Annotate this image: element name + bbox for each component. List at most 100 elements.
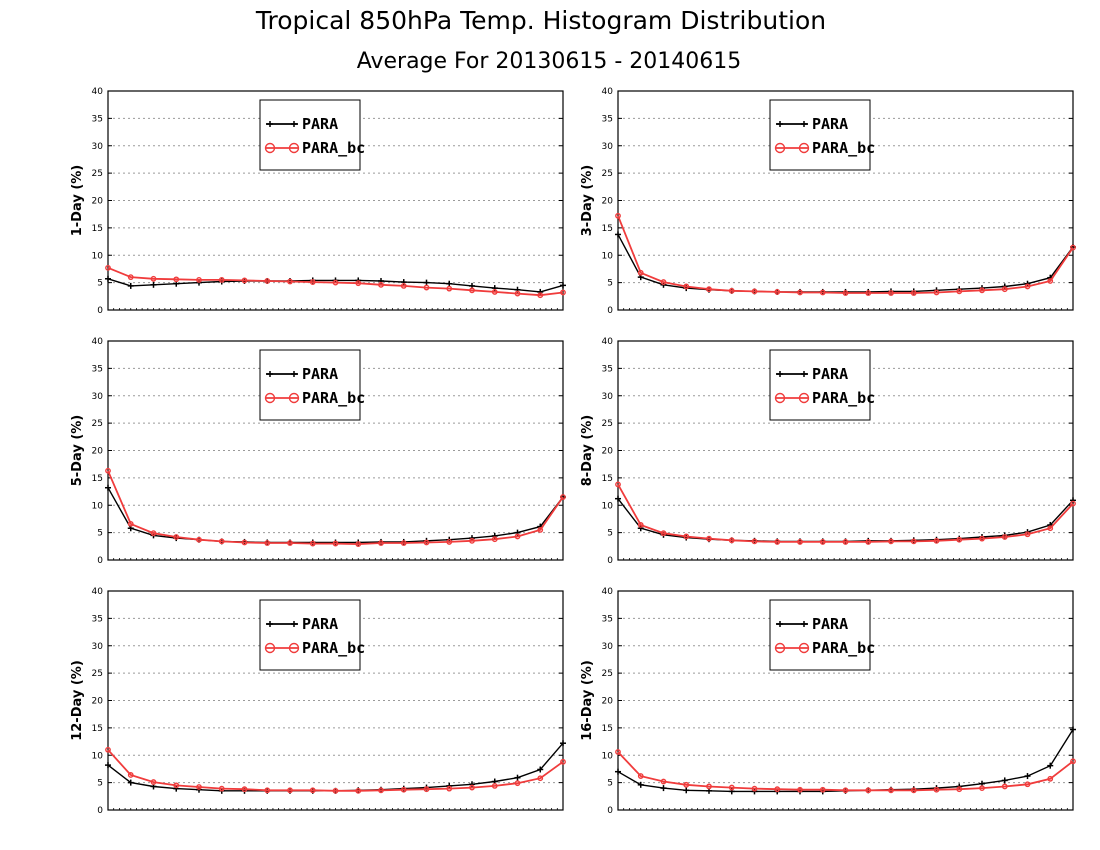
data-point — [751, 288, 758, 295]
y-tick-label: 5 — [607, 779, 613, 789]
data-point — [1047, 525, 1054, 532]
legend-item-para: PARA — [266, 365, 338, 383]
legend-label: PARA_bc — [812, 639, 875, 657]
legend-marker — [288, 142, 300, 154]
data-point — [660, 785, 667, 792]
y-tick-label: 40 — [92, 337, 104, 347]
y-tick-label: 30 — [92, 392, 104, 402]
y-tick-label: 25 — [92, 169, 103, 179]
data-point — [537, 292, 544, 299]
legend-box — [259, 99, 361, 171]
data-point — [355, 541, 362, 548]
data-point — [819, 786, 826, 793]
legend-marker — [288, 392, 300, 404]
data-point — [774, 786, 781, 793]
legend-marker — [774, 392, 786, 404]
y-tick-label: 5 — [607, 279, 613, 289]
legend-marker — [264, 142, 276, 154]
data-point — [423, 786, 430, 793]
legend-label: PARA — [302, 115, 338, 133]
y-tick-label: 35 — [602, 614, 613, 624]
series-line — [617, 751, 1074, 792]
data-point — [797, 786, 803, 793]
data-point — [150, 530, 157, 537]
series-para-bc — [105, 746, 566, 794]
series-line — [107, 470, 564, 546]
data-point — [287, 540, 293, 546]
data-point — [865, 539, 872, 545]
y-tick-label: 10 — [92, 501, 104, 511]
data-point — [287, 787, 293, 794]
legend: PARA PARA_bc — [259, 599, 365, 671]
data-point — [150, 281, 157, 288]
data-point — [514, 533, 521, 540]
data-point — [865, 787, 872, 794]
y-axis-label: 16-Day (%) — [580, 660, 595, 741]
legend-marker — [267, 621, 273, 627]
data-point — [218, 538, 225, 545]
data-point — [1070, 726, 1076, 733]
y-tick-label: 15 — [92, 224, 103, 234]
legend-item-para: PARA — [776, 615, 848, 633]
subtitle: Average For 20130615 - 20140615 — [357, 49, 742, 74]
data-point — [514, 780, 521, 787]
y-axis-label: 8-Day (%) — [580, 415, 595, 487]
y-axis-label: 5-Day (%) — [70, 415, 85, 487]
legend: PARA PARA_bc — [769, 349, 875, 421]
data-point — [105, 746, 111, 753]
data-point — [728, 287, 735, 294]
legend-marker — [774, 142, 786, 154]
y-tick-label: 5 — [97, 779, 103, 789]
data-point — [728, 537, 735, 544]
data-point — [469, 287, 475, 294]
data-point — [127, 779, 134, 786]
data-point — [446, 539, 453, 545]
data-point — [264, 278, 271, 284]
series-line — [617, 215, 1074, 294]
data-point — [105, 762, 111, 769]
y-tick-label: 30 — [602, 142, 614, 152]
data-point — [910, 538, 917, 545]
data-point — [560, 758, 566, 765]
legend-label: PARA_bc — [302, 639, 365, 657]
y-tick-label: 15 — [92, 724, 103, 734]
legend-marker — [291, 621, 297, 627]
y-tick-label: 20 — [602, 447, 614, 457]
legend-marker — [264, 392, 276, 404]
data-point — [842, 539, 849, 545]
data-point — [446, 285, 453, 292]
legend: PARA PARA_bc — [259, 349, 365, 421]
data-point — [264, 787, 271, 794]
panel-4: 0 5 10 15 20 25 30 35 40 8-Day (%) PARA PARA_bc — [580, 337, 1076, 566]
data-point — [332, 540, 339, 547]
legend-item-para: PARA — [776, 365, 848, 383]
legend-marker — [774, 642, 786, 654]
series-para-bc — [105, 264, 566, 299]
data-point — [173, 534, 180, 540]
data-point — [797, 539, 803, 545]
data-point — [888, 290, 894, 296]
series-para-bc — [615, 749, 1076, 794]
y-tick-label: 25 — [92, 669, 103, 679]
data-point — [241, 277, 248, 284]
legend-marker — [801, 371, 807, 377]
y-tick-label: 30 — [92, 142, 104, 152]
data-point — [218, 276, 225, 283]
legend-item-para: PARA — [266, 615, 338, 633]
data-point — [491, 783, 498, 789]
data-point — [1070, 758, 1076, 765]
legend-marker — [291, 121, 297, 127]
data-point — [105, 275, 111, 282]
data-point — [615, 749, 621, 755]
data-point — [423, 279, 430, 286]
y-tick-label: 0 — [607, 556, 613, 566]
legend-item-para-bc: PARA_bc — [264, 389, 365, 407]
y-tick-label: 0 — [607, 806, 613, 816]
data-point — [683, 787, 690, 794]
legend-item-para: PARA — [776, 115, 848, 133]
panel-5: 0 5 10 15 20 25 30 35 40 12-Day (%) PARA PARA_bc — [70, 587, 566, 816]
legend: PARA PARA_bc — [259, 99, 365, 171]
y-tick-label: 20 — [92, 447, 104, 457]
y-tick-label: 25 — [92, 419, 103, 429]
legend-item-para-bc: PARA_bc — [264, 139, 365, 157]
